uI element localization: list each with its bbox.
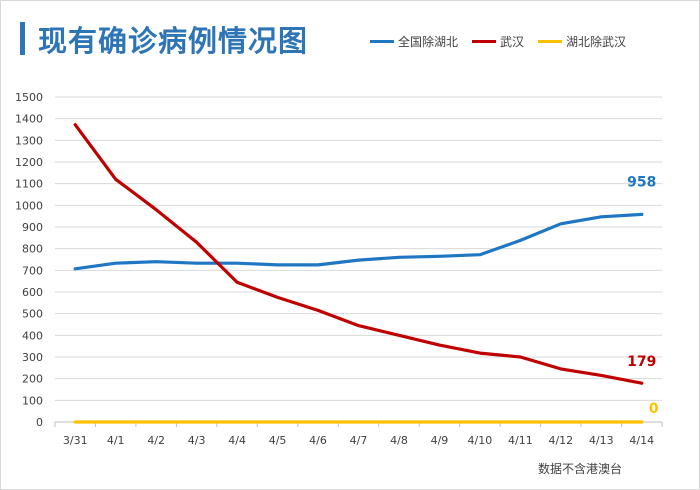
- y-tick-label: 0: [36, 416, 43, 429]
- legend-item-hubei-ex-wuhan: 湖北除武汉: [538, 33, 626, 50]
- chart-title: 现有确诊病例情况图: [38, 24, 309, 58]
- x-tick-label: 4/3: [188, 434, 206, 447]
- y-tick-label: 300: [22, 351, 43, 364]
- end-value-label-national-ex-hubei: 958: [627, 174, 656, 190]
- end-value-label-hubei-ex-wuhan: 0: [649, 401, 659, 417]
- y-tick-label: 1100: [15, 178, 43, 191]
- footnote: 数据不含港澳台: [538, 462, 623, 476]
- legend-swatch-wuhan: [472, 40, 497, 43]
- legend-item-national-ex-hubei: 全国除湖北: [370, 33, 458, 50]
- legend: 全国除湖北 武汉 湖北除武汉: [370, 33, 640, 50]
- x-tick-label: 4/4: [228, 434, 246, 447]
- y-tick-label: 100: [22, 394, 43, 407]
- x-tick-label: 4/11: [508, 434, 533, 447]
- end-value-label-wuhan: 179: [627, 354, 656, 370]
- series-line-national-ex-hubei: [73, 212, 644, 271]
- y-tick-label: 700: [22, 264, 43, 277]
- y-tick-label: 900: [22, 221, 43, 234]
- x-tick-label: 4/1: [107, 434, 125, 447]
- x-tick-label: 3/31: [63, 434, 88, 447]
- legend-item-wuhan: 武汉: [472, 33, 524, 50]
- x-tick-label: 4/12: [548, 434, 573, 447]
- x-tick-label: 4/2: [147, 434, 165, 447]
- series-line-wuhan: [73, 123, 644, 385]
- y-tick-label: 400: [22, 329, 43, 342]
- y-tick-label: 1000: [15, 199, 43, 212]
- x-tick-label: 4/13: [589, 434, 614, 447]
- y-tick-label: 200: [22, 373, 43, 386]
- y-tick-label: 1300: [15, 134, 43, 147]
- y-tick-label: 500: [22, 308, 43, 321]
- y-tick-label: 1400: [15, 113, 43, 126]
- legend-label-national-ex-hubei: 全国除湖北: [398, 35, 459, 49]
- x-tick-label: 4/8: [390, 434, 408, 447]
- legend-swatch-hubei-ex-wuhan: [538, 40, 563, 43]
- legend-label-hubei-ex-wuhan: 湖北除武汉: [566, 35, 627, 49]
- y-tick-label: 1200: [15, 156, 43, 169]
- legend-swatch-national-ex-hubei: [370, 40, 394, 43]
- y-tick-label: 800: [22, 243, 43, 256]
- x-tick-label: 4/9: [431, 434, 449, 447]
- title-accent-bar: [20, 22, 25, 55]
- legend-label-wuhan: 武汉: [500, 35, 525, 49]
- x-tick-label: 4/14: [629, 434, 654, 447]
- x-tick-label: 4/10: [468, 434, 493, 447]
- y-tick-label: 1500: [15, 91, 43, 104]
- y-tick-label: 600: [22, 286, 43, 299]
- x-tick-label: 4/5: [269, 434, 287, 447]
- x-tick-label: 4/7: [350, 434, 368, 447]
- x-tick-label: 4/6: [309, 434, 327, 447]
